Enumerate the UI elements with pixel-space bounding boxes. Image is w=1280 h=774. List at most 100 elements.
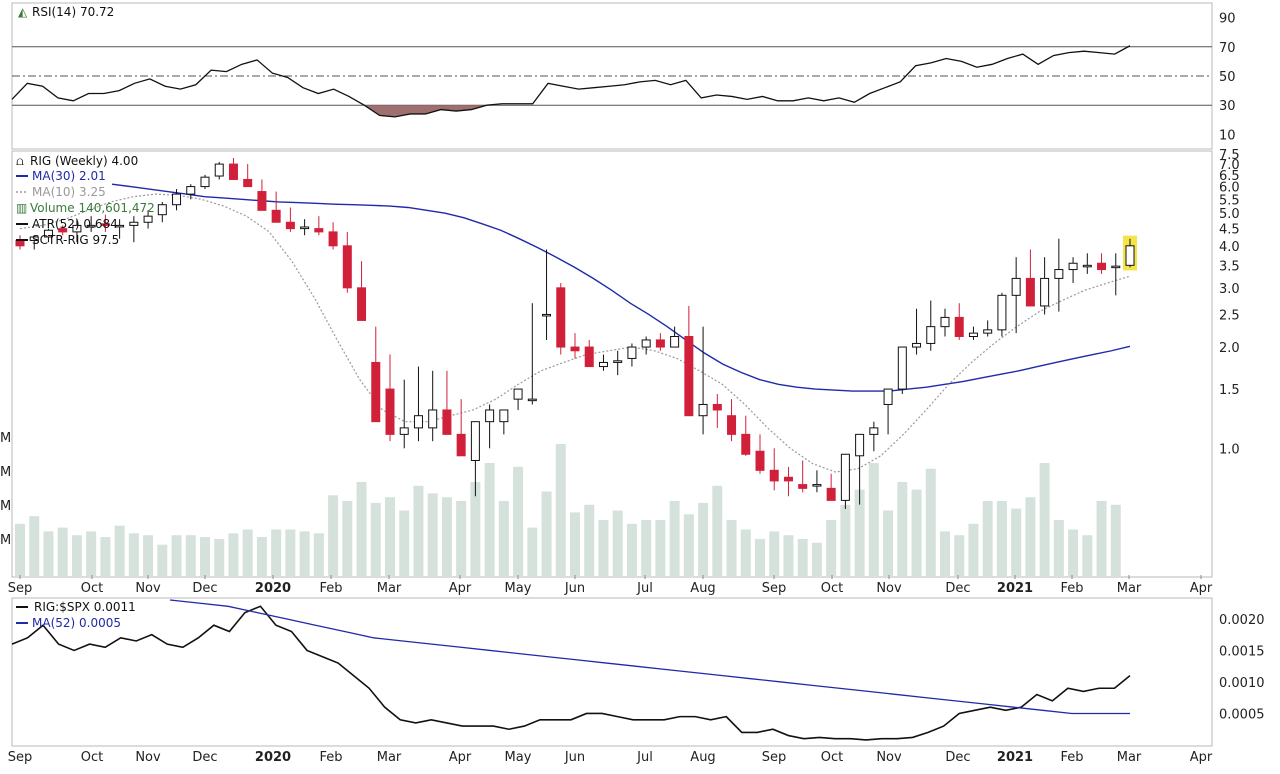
ratio-x-tick-label: Dec	[945, 750, 970, 765]
rsi-label: RSI(14) 70.72	[32, 5, 114, 19]
volume-bar	[385, 497, 395, 577]
sctr-label: SCTR-RIG 97.5	[32, 233, 119, 247]
candle-body	[228, 163, 238, 180]
candle-body	[641, 339, 651, 348]
volume-bar	[854, 489, 865, 577]
candle-body	[1125, 245, 1135, 266]
price-x-tick-label: 2021	[997, 581, 1033, 596]
candle-body	[897, 346, 907, 390]
volume-tick-label: M	[0, 533, 11, 548]
volume-bar	[128, 533, 139, 577]
ratio-legend: RIG:$SPX 0.0011 MA(52) 0.0005	[16, 600, 136, 630]
volume-bar	[342, 501, 353, 577]
volume-bar	[911, 489, 922, 577]
candle-body	[826, 487, 836, 501]
price-tick-label: 2.0	[1219, 341, 1240, 356]
volume-bar	[71, 535, 82, 577]
price-x-tick-label: Mar	[377, 581, 402, 596]
candle-body	[783, 476, 793, 482]
candle-body	[328, 231, 338, 247]
volume-bar	[669, 501, 680, 577]
candle-body	[570, 346, 580, 352]
candle-body	[542, 313, 552, 317]
candle-body	[1082, 264, 1092, 268]
price-x-tick-label: Nov	[135, 581, 161, 596]
candle-body	[1111, 265, 1121, 269]
price-tick-label: 7.5	[1219, 148, 1240, 163]
candle-body	[912, 342, 922, 348]
volume-bar	[157, 544, 168, 577]
rsi-label-icon: ◭	[18, 5, 28, 19]
ma10-label: MA(10) 3.25	[32, 185, 106, 199]
volume-bar	[456, 501, 467, 577]
ratio-x-tick-label: May	[505, 750, 532, 765]
candle-body	[613, 360, 623, 363]
atr-label: ATR(52) 0.684	[32, 217, 118, 231]
candle-body	[655, 339, 665, 348]
price-x-tick-label: Mar	[1117, 581, 1142, 596]
candle-body	[428, 409, 438, 429]
price-x-tick-label: Jun	[564, 581, 585, 596]
volume-bar	[940, 531, 950, 577]
candle-body	[385, 388, 395, 435]
price-legend: ⩍ RIG (Weekly) 4.00 MA(30) 2.01 MA(10) 3…	[16, 154, 155, 247]
ratio-ma-line	[169, 599, 1130, 715]
volume-bar	[712, 485, 723, 577]
volume-bar	[143, 535, 154, 577]
volume-bar	[328, 495, 339, 577]
candle-body	[186, 186, 196, 195]
price-x-tick-label: Feb	[1060, 581, 1083, 596]
volume-bar	[242, 529, 253, 577]
candle-body	[371, 361, 381, 423]
candle-body	[755, 450, 765, 471]
candle-body	[15, 239, 25, 247]
volume-bar	[370, 502, 381, 577]
price-tick-label: 1.0	[1219, 442, 1240, 457]
volume-tick-label: M	[0, 499, 11, 514]
volume-bar	[470, 482, 481, 577]
volume-bar	[57, 527, 68, 577]
candle-body	[115, 224, 125, 228]
volume-bar	[1053, 520, 1064, 577]
candle-body	[143, 215, 153, 223]
candle-body	[798, 484, 808, 489]
volume-bar	[513, 466, 524, 577]
candle-body	[129, 221, 139, 226]
candle-body	[712, 403, 722, 411]
volume-bar	[1110, 504, 1121, 577]
price-x-tick-label: Nov	[876, 581, 902, 596]
rsi-tick-label: 90	[1219, 12, 1236, 27]
volume-bar	[427, 493, 438, 577]
candle-body	[357, 287, 367, 321]
volume-bar	[299, 531, 310, 577]
volume-bar	[1096, 501, 1107, 577]
volume-bar	[29, 516, 40, 577]
candle-body	[214, 163, 224, 177]
candle-body	[598, 361, 608, 368]
volume-bar	[271, 529, 282, 577]
volume-bar	[683, 514, 694, 577]
candle-body	[584, 346, 594, 368]
ratio-x-tick-label: Mar	[377, 750, 402, 765]
volume-bar	[840, 504, 851, 577]
ratio-x-tick-label: Mar	[1117, 750, 1142, 765]
volume-bar	[313, 533, 324, 577]
volume-bar	[598, 520, 609, 577]
volume-bar	[256, 537, 267, 577]
volume-bar	[982, 501, 993, 577]
volume-bar	[86, 531, 97, 577]
candle-body	[257, 191, 267, 211]
ratio-line	[11, 605, 1131, 741]
volume-tick-label: M	[0, 465, 11, 480]
price-tick-label: 6.5	[1219, 169, 1240, 184]
candle-body	[172, 193, 182, 206]
ratio-x-tick-label: Aug	[690, 750, 715, 765]
rsi-tick-label: 70	[1219, 41, 1236, 56]
candle-body	[670, 335, 680, 348]
ratio-x-tick-label: Jun	[564, 750, 585, 765]
ratio-x-tick-label: Jul	[636, 750, 653, 765]
volume-label: Volume 140,601,472	[30, 201, 155, 215]
ratio-x-tick-label: Nov	[135, 750, 161, 765]
ratio-x-tick-label: Apr	[1190, 750, 1213, 765]
